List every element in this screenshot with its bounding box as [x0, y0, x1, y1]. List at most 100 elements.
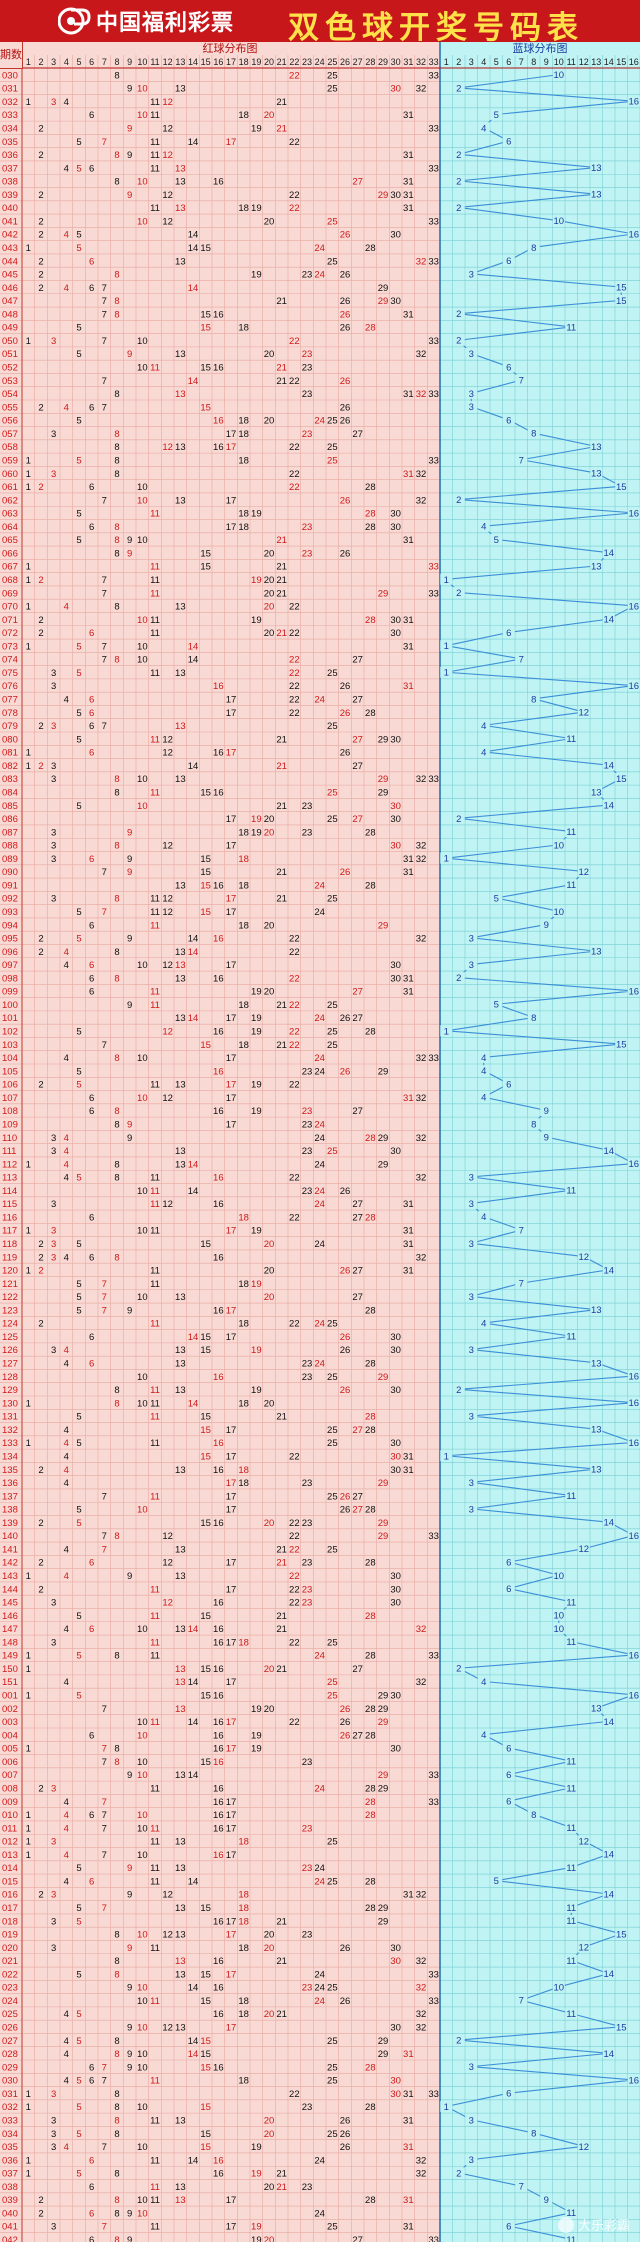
blue-ball-cell-bg [452, 82, 465, 94]
red-ball-number: 12 [162, 190, 173, 201]
blue-ball-cell-bg [502, 414, 515, 426]
red-ball-number: 17 [226, 1119, 237, 1130]
red-ball-number: 10 [137, 2023, 148, 2034]
red-ball-number: 3 [51, 2115, 56, 2126]
red-ball-number: 24 [314, 1863, 325, 1874]
red-ball-number: 22 [289, 482, 300, 493]
red-ball-number: 21 [276, 1916, 287, 1927]
period-label: 143 [2, 1571, 18, 1582]
red-ball-number: 15 [200, 2036, 211, 2047]
red-ball-number: 13 [175, 256, 186, 267]
red-ball-number: 3 [51, 2089, 56, 2100]
red-ball-number: 7 [102, 2222, 107, 2233]
red-ball-number: 12 [162, 1199, 173, 1210]
red-ball-number: 11 [150, 1823, 160, 1834]
red-ball-number: 7 [102, 907, 107, 918]
red-ball-number: 6 [89, 163, 94, 174]
red-ball-number: 11 [150, 1943, 160, 1954]
period-label: 030 [2, 2076, 18, 2087]
red-ball-number: 31 [403, 203, 414, 214]
red-ball-number: 28 [365, 1730, 376, 1741]
blue-trend-line [444, 74, 636, 2242]
red-ball-number: 3 [51, 894, 56, 905]
red-ball-number: 21 [276, 97, 287, 108]
red-ball-number: 26 [340, 2115, 351, 2126]
blue-ball-number: 13 [591, 1425, 602, 1436]
red-ball-number: 1 [26, 336, 31, 347]
red-ball-number: 16 [213, 1199, 224, 1210]
red-ball-number: 23 [302, 2182, 313, 2193]
red-ball-number: 4 [64, 947, 69, 958]
red-ball-number: 29 [378, 1372, 389, 1383]
red-ball-number: 30 [390, 230, 401, 241]
period-label: 017 [2, 1903, 18, 1914]
red-ball-number: 10 [137, 1983, 148, 1994]
blue-ball-cell-bg [465, 348, 478, 360]
red-ball-number: 2 [38, 216, 43, 227]
red-ball-number: 28 [365, 615, 376, 626]
blue-ball-cell-bg [477, 746, 490, 758]
period-label: 021 [2, 1956, 18, 1967]
red-ball-number: 31 [403, 1451, 414, 1462]
period-label: 101 [2, 1013, 18, 1024]
red-ball-number: 25 [327, 1677, 338, 1688]
blue-ball-number: 8 [531, 694, 536, 705]
blue-ball-number: 16 [628, 1690, 639, 1701]
red-ball-number: 30 [390, 1332, 401, 1343]
red-ball-number: 13 [175, 947, 186, 958]
red-ball-number: 19 [251, 1704, 262, 1715]
red-ball-number: 17 [226, 2023, 237, 2034]
red-ball-number: 14 [188, 2155, 199, 2166]
red-ball-number: 7 [102, 137, 107, 148]
red-ball-number: 2 [38, 256, 43, 267]
period-label: 038 [2, 177, 18, 188]
red-ball-number: 11 [150, 1637, 160, 1648]
red-ball-number: 13 [175, 1292, 186, 1303]
red-ball-number: 25 [327, 814, 338, 825]
red-ball-number: 3 [51, 668, 56, 679]
red-ball-number: 9 [127, 1133, 132, 1144]
blue-ball-cell-bg [452, 148, 465, 160]
red-ball-number: 21 [276, 376, 287, 387]
period-label: 098 [2, 973, 18, 984]
red-ball-number: 18 [238, 429, 249, 440]
red-ball-number: 12 [162, 123, 173, 134]
red-ball-number: 1 [26, 1159, 31, 1170]
red-ball-number: 10 [137, 655, 148, 666]
blue-ball-number: 6 [506, 1584, 511, 1595]
red-ball-number: 13 [175, 442, 186, 453]
blue-ball-number: 11 [566, 1186, 576, 1197]
blue-ball-number: 3 [469, 1239, 474, 1250]
blue-ball-number: 11 [566, 734, 576, 745]
red-ball-number: 23 [302, 1823, 313, 1834]
period-label: 003 [2, 1717, 18, 1728]
red-ball-number: 14 [188, 1013, 199, 1024]
red-ball-number: 17 [226, 1226, 237, 1237]
red-ball-number: 15 [200, 867, 211, 878]
red-ball-number: 13 [175, 1930, 186, 1941]
red-ball-number: 17 [226, 907, 237, 918]
blue-ball-cell-bg [627, 1397, 640, 1409]
red-ball-number: 8 [114, 894, 119, 905]
blue-column-header: 9 [544, 57, 549, 67]
period-label: 138 [2, 1505, 18, 1516]
red-ball-number: 32 [416, 469, 427, 480]
blue-ball-number: 14 [603, 801, 614, 812]
red-ball-number: 16 [213, 1066, 224, 1077]
blue-ball-number: 12 [578, 708, 589, 719]
red-ball-number: 3 [51, 774, 56, 785]
blue-ball-number: 1 [444, 641, 449, 652]
red-ball-number: 5 [76, 801, 81, 812]
watermark-text: 大乐彩霸 [577, 2219, 630, 2234]
blue-ball-cell-bg [502, 2220, 515, 2232]
red-ball-number: 28 [365, 323, 376, 334]
red-ball-number: 5 [76, 349, 81, 360]
blue-ball-cell-bg [602, 1264, 615, 1276]
red-ball-number: 1 [26, 1810, 31, 1821]
blue-ball-number: 3 [469, 349, 474, 360]
red-ball-number: 22 [289, 336, 300, 347]
red-ball-number: 5 [76, 668, 81, 679]
red-ball-number: 29 [378, 190, 389, 201]
red-ball-number: 4 [64, 1425, 69, 1436]
blue-ball-cell-bg [515, 1277, 528, 1289]
